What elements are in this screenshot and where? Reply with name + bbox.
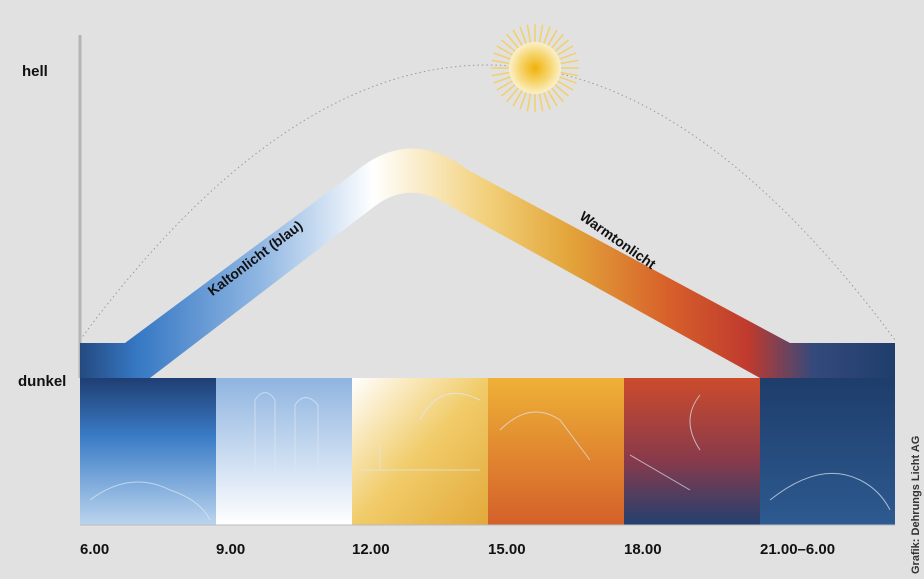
time-label: 6.00 [80, 541, 109, 558]
time-label: 18.00 [624, 541, 662, 558]
time-label: 21.00–6.00 [760, 541, 835, 558]
light-curve [80, 148, 895, 378]
sun-path [79, 64, 896, 341]
panel [352, 378, 488, 525]
panels [80, 378, 895, 525]
time-label: 9.00 [216, 541, 245, 558]
panel [216, 378, 352, 525]
panel [488, 378, 624, 525]
time-label: 12.00 [352, 541, 390, 558]
time-label: 15.00 [488, 541, 526, 558]
credit: Grafik: Dehrungs Licht AG [910, 436, 922, 574]
axis-bottom-label: dunkel [18, 373, 66, 390]
sketch-lines [89, 392, 891, 521]
sun [491, 24, 579, 112]
panel [80, 378, 216, 525]
panel [760, 378, 895, 525]
panel [624, 378, 760, 525]
axis-top-label: hell [22, 63, 48, 80]
time-labels: 6.00 9.00 12.00 15.00 18.00 21.00–6.00 [80, 541, 835, 558]
sun-disc [509, 42, 561, 94]
